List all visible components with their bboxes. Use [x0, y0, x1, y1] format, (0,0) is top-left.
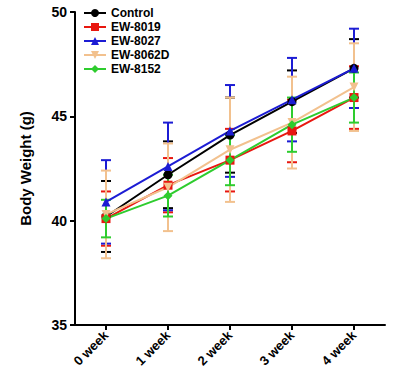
svg-text:EW-8062D: EW-8062D: [111, 48, 170, 62]
svg-text:40: 40: [51, 213, 67, 229]
svg-text:35: 35: [51, 317, 67, 333]
svg-text:Control: Control: [111, 6, 154, 20]
svg-text:1 week: 1 week: [133, 327, 174, 368]
svg-text:2 week: 2 week: [195, 327, 236, 368]
svg-text:EW-8019: EW-8019: [111, 20, 161, 34]
svg-text:0 week: 0 week: [71, 327, 112, 368]
svg-text:Body Weight (g): Body Weight (g): [17, 111, 34, 226]
svg-text:45: 45: [51, 108, 67, 124]
svg-text:50: 50: [51, 4, 67, 20]
svg-text:3 week: 3 week: [257, 327, 298, 368]
svg-text:4 week: 4 week: [319, 327, 360, 368]
svg-text:EW-8027: EW-8027: [111, 34, 161, 48]
svg-text:EW-8152: EW-8152: [111, 62, 161, 76]
